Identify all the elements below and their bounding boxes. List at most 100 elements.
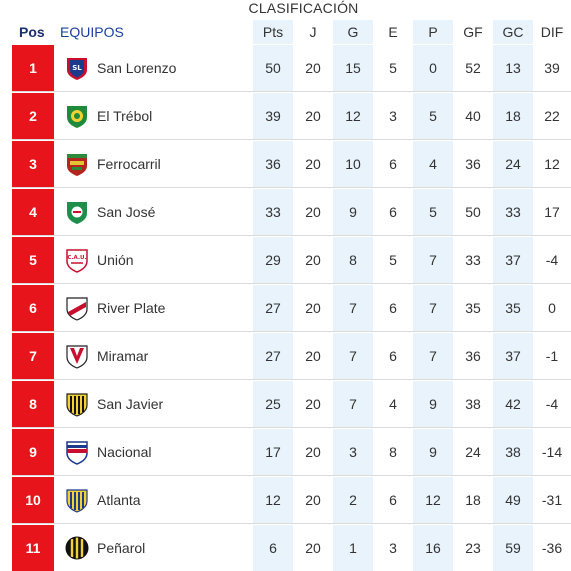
cell-gc: 18 [493,93,533,139]
cell-pts: 17 [253,429,293,475]
team-name[interactable]: Ferrocarril [97,156,161,172]
header-pts: Pts [253,20,293,44]
cell-gc: 59 [493,525,533,571]
cell-gf: 35 [465,300,481,316]
cell-e: 5 [389,252,397,268]
cell-p: 9 [413,429,453,475]
position-badge: 3 [12,141,54,187]
team-name[interactable]: Atlanta [97,492,141,508]
miramar-crest [64,343,90,369]
table-row[interactable]: 8 San Javier 25 20 7 4 9 38 42 -4 [0,381,571,428]
team-name[interactable]: San Javier [97,396,164,412]
cell-gc: 37 [493,333,533,379]
cell-gf: 18 [465,492,481,508]
team-name[interactable]: Peñarol [97,540,146,556]
cell-dif: -4 [545,396,559,412]
cell-dif: 39 [544,60,560,76]
cell-dif: -36 [541,540,563,556]
table-row[interactable]: 5 C.A.U. Unión 29 20 8 5 7 33 37 -4 [0,237,571,284]
cell-j: 20 [305,492,321,508]
cell-g: 3 [333,429,373,475]
position-badge: 4 [12,189,54,235]
cell-gf: 36 [465,348,481,364]
cell-gc: 24 [493,141,533,187]
position-badge: 6 [12,285,54,331]
cell-j: 20 [305,348,321,364]
atlanta-crest [64,487,90,513]
row-divider [12,427,571,428]
cell-j: 20 [305,396,321,412]
cell-g: 7 [333,381,373,427]
cell-j: 20 [305,60,321,76]
position-badge: 7 [12,333,54,379]
cell-j: 20 [305,252,321,268]
cell-dif: 12 [544,156,560,172]
table-row[interactable]: 4 San José 33 20 9 6 5 50 33 17 [0,189,571,236]
cell-gf: 24 [465,444,481,460]
position-badge: 2 [12,93,54,139]
cell-p: 16 [413,525,453,571]
row-divider [12,475,571,476]
cell-e: 8 [389,444,397,460]
team-name[interactable]: El Trébol [97,108,153,124]
cell-p: 7 [413,285,453,331]
position-badge: 1 [12,45,54,91]
table-row[interactable]: 7 Miramar 27 20 7 6 7 36 37 -1 [0,333,571,380]
table-row[interactable]: 9 Nacional 17 20 3 8 9 24 38 -14 [0,429,571,476]
cell-g: 15 [333,45,373,91]
cell-g: 8 [333,237,373,283]
cell-j: 20 [305,444,321,460]
cell-g: 7 [333,285,373,331]
cell-e: 6 [389,348,397,364]
cell-dif: -31 [541,492,563,508]
table-row[interactable]: 3 Ferrocarril 36 20 10 6 4 36 24 12 [0,141,571,188]
header-gf: GF [463,24,483,40]
cell-e: 5 [389,60,397,76]
team-name[interactable]: Nacional [97,444,152,460]
team-name[interactable]: Miramar [97,348,149,364]
position-badge: 9 [12,429,54,475]
cell-p: 5 [413,189,453,235]
row-divider [12,523,571,524]
cell-g: 2 [333,477,373,523]
cell-j: 20 [305,540,321,556]
svg-text:SL: SL [72,64,82,72]
cell-j: 20 [305,204,321,220]
river-plate-crest [64,295,90,321]
cell-pts: 25 [253,381,293,427]
cell-pts: 12 [253,477,293,523]
team-name[interactable]: River Plate [97,300,166,316]
san-lorenzo-crest: SL [64,55,90,81]
table-row[interactable]: 10 Atlanta 12 20 2 6 12 18 49 -31 [0,477,571,524]
cell-dif: -4 [545,252,559,268]
cell-gc: 33 [493,189,533,235]
row-divider [12,283,571,284]
cell-pts: 27 [253,285,293,331]
cell-e: 3 [389,540,397,556]
cell-p: 7 [413,333,453,379]
san-jose-crest [64,199,90,225]
cell-p: 7 [413,237,453,283]
cell-dif: 22 [544,108,560,124]
table-header: Pos EQUIPOS Pts J G E P GF GC DIF [0,20,571,44]
cell-gf: 38 [465,396,481,412]
table-row[interactable]: 11 Peñarol 6 20 1 3 16 23 59 -36 [0,525,571,571]
cell-p: 5 [413,93,453,139]
cell-pts: 39 [253,93,293,139]
table-row[interactable]: 6 River Plate 27 20 7 6 7 35 35 0 [0,285,571,332]
cell-dif: -1 [545,348,559,364]
table-row[interactable]: 1 SL San Lorenzo 50 20 15 5 0 52 13 39 [0,45,571,92]
cell-g: 12 [333,93,373,139]
header-dif: DIF [540,24,564,40]
team-name[interactable]: Unión [97,252,134,268]
penarol-crest [64,535,90,561]
header-p: P [413,20,453,44]
header-e: E [388,24,398,40]
table-row[interactable]: 2 El Trébol 39 20 12 3 5 40 18 22 [0,93,571,140]
nacional-crest [64,439,90,465]
cell-g: 10 [333,141,373,187]
team-name[interactable]: San José [97,204,156,220]
row-divider [12,235,571,236]
cell-e: 3 [389,108,397,124]
team-name[interactable]: San Lorenzo [97,60,177,76]
